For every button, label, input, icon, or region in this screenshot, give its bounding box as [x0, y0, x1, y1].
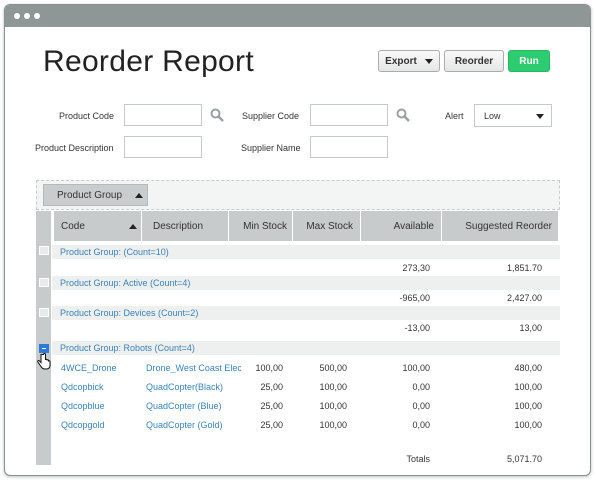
- row-available: 100,00: [402, 363, 430, 373]
- caret-down-icon: [536, 114, 544, 119]
- column-header-available[interactable]: Available: [361, 211, 442, 241]
- group-available: 273,30: [402, 263, 430, 273]
- title-bar: [5, 5, 590, 27]
- row-max-stock: 100,00: [319, 401, 347, 411]
- supplier-code-label: Supplier Code: [242, 111, 300, 121]
- column-header-min-stock[interactable]: Min Stock: [229, 211, 293, 241]
- expand-icon[interactable]: [39, 278, 49, 287]
- group-label: Product Group: (Count=10): [60, 247, 169, 257]
- row-code[interactable]: 4WCE_Drone: [61, 363, 117, 373]
- row-code[interactable]: Qdcopbick: [61, 382, 104, 392]
- product-code-label: Product Code: [59, 111, 115, 121]
- row-min-stock: 25,00: [260, 401, 283, 411]
- group-available: -965,00: [399, 293, 430, 303]
- group-suggested-reorder: 1,851.70: [506, 263, 542, 273]
- column-header-suggested-reorder[interactable]: Suggested Reorder: [442, 211, 558, 241]
- group-label: Product Group: Robots (Count=4): [60, 343, 195, 353]
- search-icon[interactable]: [210, 108, 224, 122]
- caret-up-icon: [135, 192, 144, 198]
- row-description[interactable]: Drone_West Coast Elec: [146, 363, 241, 373]
- export-label: Export: [385, 55, 417, 67]
- row-min-stock: 25,00: [260, 420, 283, 430]
- row-available: 0,00: [412, 401, 430, 411]
- supplier-name-label: Supplier Name: [241, 143, 301, 153]
- product-description-label: Product Description: [35, 143, 114, 153]
- search-icon[interactable]: [396, 108, 410, 122]
- reorder-button[interactable]: Reorder: [444, 50, 504, 72]
- column-header-max-stock[interactable]: Max Stock: [293, 211, 361, 241]
- row-description[interactable]: QuadCopter (Gold): [146, 420, 223, 430]
- supplier-name-input[interactable]: [310, 136, 388, 158]
- row-suggested-reorder: 100,00: [514, 382, 542, 392]
- window-dot-icon: [14, 13, 20, 19]
- totals-suggested-reorder: 5,071.70: [506, 454, 542, 464]
- hand-cursor-icon: [37, 353, 51, 370]
- supplier-code-input[interactable]: [310, 104, 388, 126]
- group-label: Product Group: Active (Count=4): [60, 278, 191, 288]
- app-window: Reorder Report Export Reorder Run Produc…: [4, 4, 591, 476]
- group-header-row[interactable]: Product Group: Devices (Count=2): [52, 306, 560, 320]
- row-min-stock: 25,00: [260, 382, 283, 392]
- group-by-product-group[interactable]: Product Group: [43, 184, 148, 206]
- row-max-stock: 100,00: [319, 382, 347, 392]
- collapse-icon[interactable]: [39, 344, 49, 353]
- row-selector-column: [36, 211, 51, 465]
- expand-icon[interactable]: [39, 246, 49, 255]
- caret-down-icon: [424, 58, 433, 64]
- column-header-description[interactable]: Description: [142, 211, 229, 241]
- group-header-row[interactable]: Product Group: (Count=10): [52, 245, 560, 259]
- window-dot-icon: [34, 13, 40, 19]
- row-max-stock: 100,00: [319, 420, 347, 430]
- row-available: 0,00: [412, 420, 430, 430]
- row-max-stock: 500,00: [319, 363, 347, 373]
- group-available: -13,00: [404, 323, 430, 333]
- run-button[interactable]: Run: [508, 50, 550, 72]
- row-suggested-reorder: 100,00: [514, 420, 542, 430]
- group-suggested-reorder: 13,00: [519, 323, 542, 333]
- column-header-code[interactable]: Code: [54, 211, 142, 241]
- row-description[interactable]: QuadCopter(Black): [146, 382, 224, 392]
- alert-label: Alert: [445, 111, 464, 121]
- row-suggested-reorder: 480,00: [514, 363, 542, 373]
- window-dot-icon: [24, 13, 30, 19]
- alert-select[interactable]: Low: [474, 104, 552, 127]
- group-label: Product Group: Devices (Count=2): [60, 308, 199, 318]
- page-title: Reorder Report: [43, 45, 254, 78]
- expand-icon[interactable]: [39, 308, 49, 317]
- totals-label: Totals: [406, 454, 430, 464]
- product-description-input[interactable]: [124, 136, 202, 158]
- row-min-stock: 100,00: [255, 363, 283, 373]
- row-available: 0,00: [412, 382, 430, 392]
- group-by-label: Product Group: [57, 189, 123, 201]
- product-code-input[interactable]: [124, 104, 202, 126]
- group-suggested-reorder: 2,427.00: [506, 293, 542, 303]
- group-header-row[interactable]: Product Group: Robots (Count=4): [52, 341, 560, 355]
- row-code[interactable]: Qdcopgold: [61, 420, 105, 430]
- alert-value: Low: [484, 110, 501, 121]
- column-header-label: Code: [61, 220, 85, 232]
- row-description[interactable]: QuadCopter (Blue): [146, 401, 222, 411]
- row-code[interactable]: Qdcopblue: [61, 401, 105, 411]
- group-by-area: Product Group: [36, 180, 560, 210]
- export-button[interactable]: Export: [378, 50, 440, 72]
- caret-up-icon: [128, 223, 137, 229]
- row-suggested-reorder: 100,00: [514, 401, 542, 411]
- group-header-row[interactable]: Product Group: Active (Count=4): [52, 276, 560, 290]
